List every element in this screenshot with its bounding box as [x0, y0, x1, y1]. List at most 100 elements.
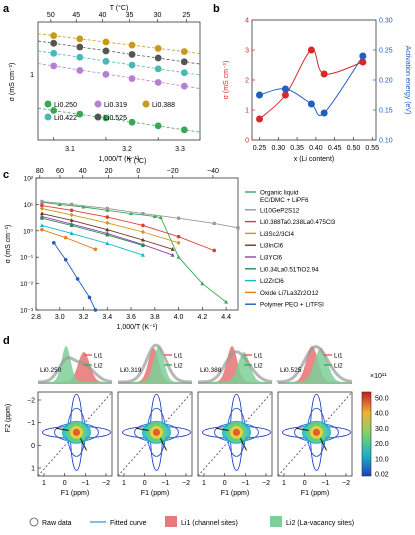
panel-a-point: [49, 31, 58, 40]
panel-a-point: [128, 41, 136, 49]
bottom-legend-label: Li1 (channel sites): [181, 520, 238, 527]
panel-c-point: [40, 199, 44, 203]
panel-a-point: [76, 43, 84, 51]
nmr-xtick: −2: [262, 480, 270, 487]
arrow-marker: [160, 438, 167, 451]
panel-c-point: [176, 240, 181, 246]
panel-b-sigma-point: [256, 115, 264, 123]
legend-d-li1: Li1: [334, 353, 343, 360]
nmr-xtick: −1: [321, 480, 329, 487]
panel-c-point: [170, 252, 175, 257]
nmr-panel: Li0.388 Li1 Li2 1 0 −1 −2 F1 (ppm): [197, 346, 273, 497]
panel-c-point: [212, 248, 217, 253]
panel-a-point: [154, 44, 162, 53]
panel-b-ea-point: [359, 52, 367, 60]
panel-a-point: [180, 126, 189, 134]
panel-a-point: [49, 106, 58, 115]
panel-c-ytick: 10²: [24, 176, 34, 183]
panel-b-ea-point: [320, 109, 328, 117]
nmr-xtick: 1: [122, 480, 126, 487]
arrow-marker: [216, 427, 229, 431]
legend-a-label: Li0.422: [54, 115, 77, 122]
panel-c-point: [105, 227, 110, 232]
panel-c-series-line: [41, 208, 179, 244]
panel-b-xtick: 0.30: [271, 145, 285, 152]
panel-c-xtick: 3.2: [79, 314, 89, 321]
panel-c-point: [129, 211, 134, 216]
panel-b-xlabel: x (Li content): [294, 156, 334, 163]
panel-b-ytick-right: 0.15: [379, 108, 393, 115]
panel-b: 0.25 0.30 0.35 0.40 0.45 0.50 0.55 0 1 2 3 4 0.10 0.1…: [223, 18, 411, 164]
panel-c-series-line: [41, 205, 215, 251]
li2-swatch: [270, 516, 282, 527]
panel-a-fit-line: [37, 33, 201, 54]
nmr-ytick: 0: [31, 443, 35, 450]
panel-c-point: [40, 216, 44, 220]
panel-c-series-line: [53, 242, 96, 311]
nmr-xtick: 0: [63, 480, 67, 487]
panel-c-ytick: 10⁻¹: [20, 255, 34, 262]
nmr-xtick: −1: [241, 480, 249, 487]
panel-a-fit-line: [37, 107, 201, 133]
panel-c-point: [69, 212, 74, 218]
panel-c-xtick: 3.6: [126, 314, 136, 321]
panel-c-point: [39, 211, 44, 216]
nmr-xlabel: F1 (ppm): [61, 490, 89, 497]
nmr-xlabel: F1 (ppm): [221, 490, 249, 497]
panel-a-letter: a: [3, 3, 10, 15]
raw-data-marker: [29, 517, 39, 527]
arrow-marker: [80, 438, 87, 451]
legend-a-label: Li0.319: [104, 102, 127, 109]
panel-a-fit-line: [37, 63, 201, 89]
panel-c-legend-label: Oxide Li7La3Zr2O12: [260, 290, 319, 297]
panel-c-point: [75, 277, 80, 281]
panel-a-top-tick-label: 45: [72, 12, 80, 19]
panel-c-point: [152, 214, 157, 219]
colorbar-tick: 10.0: [375, 456, 389, 463]
panel-c-ytick: 10⁻³: [20, 308, 34, 315]
panel-c-xtick: 4.0: [174, 314, 184, 321]
contour: [153, 428, 160, 436]
panel-a: T (°C) 50 45 40 35 30 25 3.1 3.2 3.3 1,000/T …: [9, 4, 201, 163]
panel-b-ea-point: [256, 91, 264, 99]
bottom-legend-label: Fitted curve: [110, 520, 147, 527]
contour: [73, 428, 80, 436]
panel-c-legend-label: Organic liquid: [260, 190, 299, 197]
li1-swatch: [165, 516, 177, 527]
colorbar-tick: 50.0: [375, 396, 389, 403]
legend-d-li2: Li2: [254, 363, 263, 370]
arrow-marker: [296, 427, 309, 431]
panel-c-point: [141, 211, 145, 216]
panel-c-top-tick-label: 80: [36, 168, 44, 175]
bottom-legend-label: Raw data: [42, 520, 72, 527]
colorbar-exponent: ×10¹¹: [370, 373, 387, 380]
nmr-xtick: −2: [102, 480, 110, 487]
li1-peak: [38, 352, 112, 384]
panel-a-point: [128, 61, 136, 69]
panel-c-series-line: [41, 224, 144, 256]
legend-d-li1: Li1: [94, 353, 103, 360]
legend-d-li2: Li2: [94, 363, 103, 370]
colorbar-tick: 40.0: [375, 411, 389, 418]
legend-d-li2: Li2: [334, 363, 343, 370]
panel-c-top-tick-label: 0: [136, 168, 140, 175]
panel-a-fit-line: [37, 40, 201, 65]
panel-c-xtick: 4.2: [197, 314, 207, 321]
panel-c-xtick: 3.8: [150, 314, 160, 321]
panel-c-legend-label: Li2ZrCl6: [260, 278, 284, 285]
panel-a-point: [76, 53, 84, 62]
contour: [233, 428, 240, 436]
panel-c-top-tick-label: −20: [167, 168, 179, 175]
nmr-xlabel: F1 (ppm): [141, 490, 169, 497]
legend-a-marker: [44, 113, 52, 121]
nmr-xtick: 0: [143, 480, 147, 487]
panel-c-point: [39, 223, 44, 228]
panel-c-ytick: 10⁻²: [20, 281, 34, 288]
panel-a-point: [154, 65, 162, 73]
panel-b-sigma-line: [259, 49, 364, 120]
panel-c-point: [40, 227, 44, 232]
panel-c-top-axis-label: T (°C): [128, 157, 147, 165]
panel-c-frame: [35, 177, 239, 311]
